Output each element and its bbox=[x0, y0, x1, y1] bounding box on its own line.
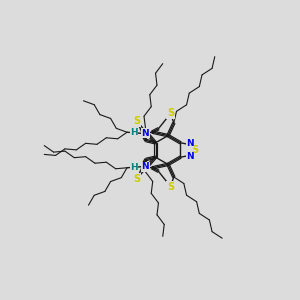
Text: S: S bbox=[134, 174, 141, 184]
Text: S: S bbox=[167, 182, 174, 191]
Text: S: S bbox=[167, 109, 174, 118]
Text: N: N bbox=[186, 139, 194, 148]
Text: N: N bbox=[142, 162, 149, 171]
Text: H: H bbox=[130, 163, 138, 172]
Text: N: N bbox=[186, 152, 194, 161]
Text: S: S bbox=[191, 145, 198, 155]
Text: S: S bbox=[134, 116, 141, 126]
Text: H: H bbox=[130, 128, 138, 137]
Text: N: N bbox=[142, 129, 149, 138]
